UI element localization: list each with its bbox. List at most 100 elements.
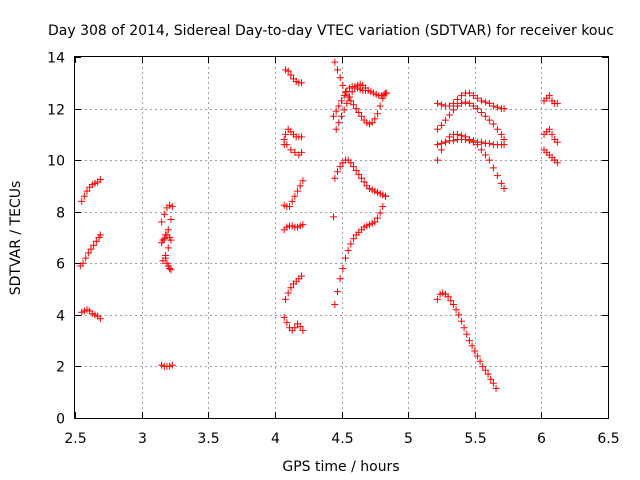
data-point-marker xyxy=(437,101,445,109)
data-point-marker xyxy=(453,102,461,110)
data-point-marker xyxy=(168,361,176,369)
data-point-marker xyxy=(465,337,473,345)
data-point-marker xyxy=(473,141,481,149)
data-point-marker xyxy=(352,105,360,113)
data-point-marker xyxy=(379,203,387,211)
data-point-marker xyxy=(349,101,357,109)
data-point-marker xyxy=(553,99,561,107)
data-point-marker xyxy=(335,102,343,110)
data-point-marker xyxy=(445,102,453,110)
data-point-marker xyxy=(298,148,306,156)
data-point-marker xyxy=(545,92,553,100)
data-point-marker xyxy=(493,172,501,180)
data-point-marker xyxy=(463,330,471,338)
series-arc-a3 xyxy=(78,306,104,323)
data-point-marker xyxy=(489,120,497,128)
data-point-marker xyxy=(485,139,493,147)
series-arc-e2 xyxy=(433,98,508,144)
data-point-marker xyxy=(449,301,457,309)
data-point-marker xyxy=(477,108,485,116)
data-point-marker xyxy=(469,138,477,146)
data-point-marker xyxy=(371,218,379,226)
data-point-marker xyxy=(497,130,505,138)
data-point-marker xyxy=(340,106,348,114)
data-point-marker xyxy=(473,94,481,102)
data-point-marker xyxy=(376,102,384,110)
data-point-marker xyxy=(334,168,342,176)
y-tick-label: 4 xyxy=(56,309,65,325)
data-point-marker xyxy=(481,151,489,159)
data-point-marker xyxy=(500,105,508,113)
data-point-marker xyxy=(90,241,98,249)
data-point-marker xyxy=(331,301,339,309)
y-tick-label: 2 xyxy=(56,360,65,376)
series-arc-c3 xyxy=(280,136,306,159)
data-point-marker xyxy=(84,249,92,257)
data-point-marker xyxy=(287,71,295,79)
data-point-marker xyxy=(298,79,306,87)
data-points xyxy=(76,58,561,392)
data-point-marker xyxy=(453,96,461,104)
data-point-marker xyxy=(158,218,166,226)
data-point-marker xyxy=(453,130,461,138)
series-arc-d6 xyxy=(330,213,338,221)
data-point-marker xyxy=(349,235,357,243)
y-tick-label: 8 xyxy=(56,206,65,222)
data-point-marker xyxy=(291,148,299,156)
data-point-marker xyxy=(473,352,481,360)
data-point-marker xyxy=(468,342,476,350)
data-point-marker xyxy=(332,107,340,115)
data-point-marker xyxy=(338,112,345,120)
data-point-marker xyxy=(339,264,347,272)
data-point-marker xyxy=(288,197,296,205)
series-arc-b1 xyxy=(158,201,176,244)
data-point-marker xyxy=(355,170,363,178)
data-point-marker xyxy=(96,175,104,183)
data-point-marker xyxy=(331,58,339,66)
grid-lines xyxy=(75,57,608,418)
data-point-marker xyxy=(357,112,365,120)
data-point-marker xyxy=(433,141,441,149)
series-arc-e5 xyxy=(433,289,500,392)
series-arc-f2 xyxy=(540,125,561,146)
data-point-marker xyxy=(477,138,485,146)
series-arc-f3 xyxy=(540,146,561,167)
data-point-marker xyxy=(485,116,493,124)
data-point-marker xyxy=(330,213,338,221)
series-arc-b4 xyxy=(158,361,176,370)
x-tick-label: 6.5 xyxy=(597,431,619,447)
data-point-marker xyxy=(449,137,457,145)
data-point-marker xyxy=(355,108,363,116)
data-point-marker xyxy=(331,174,339,182)
data-point-marker xyxy=(349,163,357,171)
data-point-marker xyxy=(433,99,441,107)
data-point-marker xyxy=(487,375,495,383)
data-point-marker xyxy=(445,111,453,119)
data-point-marker xyxy=(336,275,344,283)
data-point-marker xyxy=(357,174,365,182)
data-point-marker xyxy=(282,295,290,303)
data-point-marker xyxy=(457,92,465,100)
data-point-marker xyxy=(348,88,356,96)
data-point-marker xyxy=(347,159,355,167)
data-point-marker xyxy=(548,130,556,138)
data-point-marker xyxy=(447,297,455,305)
data-point-marker xyxy=(158,239,166,247)
data-point-marker xyxy=(465,136,473,144)
data-point-marker xyxy=(433,156,441,164)
data-point-marker xyxy=(489,102,497,110)
data-point-marker xyxy=(283,141,291,149)
y-tick-label: 0 xyxy=(56,412,65,428)
data-point-marker xyxy=(294,187,302,195)
y-tick-label: 12 xyxy=(47,103,65,119)
series-arc-d4 xyxy=(331,156,389,200)
series-arc-c7 xyxy=(280,313,307,334)
data-point-marker xyxy=(481,98,489,106)
data-point-marker xyxy=(553,159,561,167)
data-point-marker xyxy=(553,138,561,146)
y-tick-label: 10 xyxy=(47,154,65,170)
data-point-marker xyxy=(452,306,460,314)
data-point-marker xyxy=(455,311,463,319)
data-point-marker xyxy=(500,141,508,149)
data-point-marker xyxy=(347,97,355,105)
